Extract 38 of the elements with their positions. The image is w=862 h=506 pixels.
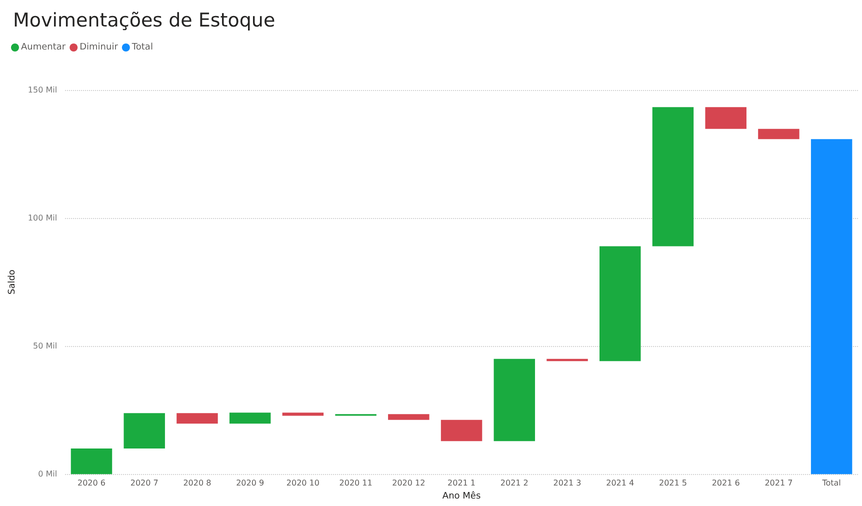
x-tick-label: 2021 5 bbox=[658, 478, 687, 488]
bar bbox=[494, 358, 536, 442]
chart-title: Movimentações de Estoque bbox=[13, 10, 276, 32]
bar bbox=[652, 107, 694, 246]
bar bbox=[229, 412, 271, 424]
legend-label: Diminuir bbox=[80, 42, 118, 52]
x-tick-label: 2021 3 bbox=[553, 478, 582, 488]
x-tick-label: 2020 8 bbox=[183, 478, 212, 488]
legend-label: Aumentar bbox=[21, 42, 66, 52]
y-tick-label: 0 Mil bbox=[38, 470, 58, 479]
bar bbox=[70, 448, 112, 474]
bar bbox=[388, 414, 430, 420]
x-tick-label: 2021 4 bbox=[606, 478, 634, 488]
x-tick-label: 2021 7 bbox=[764, 478, 793, 488]
x-tick-label: 2020 7 bbox=[130, 478, 158, 488]
bar bbox=[705, 107, 746, 129]
bar bbox=[440, 420, 482, 442]
y-axis-title: Saldo bbox=[8, 269, 18, 295]
bar bbox=[810, 139, 852, 474]
x-tick-label: 2020 12 bbox=[392, 478, 426, 488]
legend-label: Total bbox=[130, 42, 153, 52]
bar bbox=[282, 412, 324, 416]
bar bbox=[758, 128, 800, 140]
x-axis-title: Ano Mês bbox=[442, 490, 481, 502]
x-tick-label: 2020 9 bbox=[236, 478, 264, 488]
y-tick-label: 150 Mil bbox=[28, 86, 58, 94]
y-tick-label: 100 Mil bbox=[28, 214, 58, 223]
y-tick-label: 50 Mil bbox=[32, 342, 58, 351]
x-tick-label: 2020 11 bbox=[339, 478, 372, 488]
bar bbox=[600, 246, 641, 362]
x-tick-label: 2021 6 bbox=[712, 478, 740, 488]
bar bbox=[124, 413, 165, 448]
bar bbox=[176, 413, 218, 424]
x-tick-label: 2020 6 bbox=[77, 478, 106, 488]
x-tick-label: Total bbox=[821, 478, 841, 488]
x-tick-label: 2021 1 bbox=[448, 478, 476, 488]
x-tick-label: 2020 10 bbox=[286, 478, 320, 488]
x-tick-label: 2021 2 bbox=[500, 478, 528, 488]
